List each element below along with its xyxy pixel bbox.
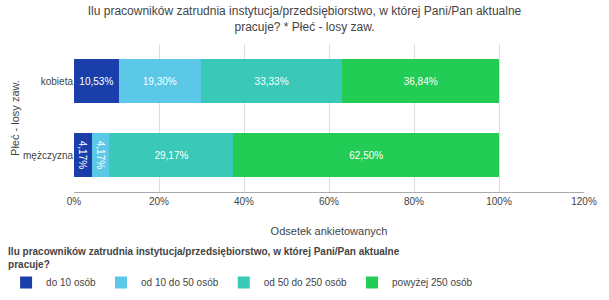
svg-text:Ilu pracowników zatrudnia inst: Ilu pracowników zatrudnia instytucja/prz… (8, 246, 400, 270)
svg-text:120%: 120% (571, 196, 597, 207)
svg-text:80%: 80% (404, 196, 424, 207)
svg-text:40%: 40% (234, 196, 254, 207)
svg-text:20%: 20% (149, 196, 169, 207)
svg-text:36,84%: 36,84% (404, 76, 438, 87)
svg-text:Ilu pracowników zatrudnia inst: Ilu pracowników zatrudnia instytucja/prz… (88, 4, 522, 34)
svg-text:do 10 osób: do 10 osób (46, 277, 96, 288)
svg-text:10,53%: 10,53% (79, 76, 113, 87)
svg-text:60%: 60% (319, 196, 339, 207)
svg-text:powyżej 250 osób: powyżej 250 osób (392, 277, 472, 288)
svg-text:Płeć - losy zaw.: Płeć - losy zaw. (9, 80, 21, 156)
svg-text:Odsetek ankietowanych: Odsetek ankietowanych (271, 225, 388, 237)
svg-text:4,17%: 4,17% (95, 141, 106, 169)
svg-text:od 10 do 50 osób: od 10 do 50 osób (141, 277, 219, 288)
svg-text:62,50%: 62,50% (349, 150, 383, 161)
svg-text:100%: 100% (486, 196, 512, 207)
svg-text:mężczyzna: mężczyzna (23, 150, 73, 161)
svg-text:kobieta: kobieta (41, 76, 74, 87)
svg-text:0%: 0% (67, 196, 82, 207)
svg-text:4,17%: 4,17% (77, 141, 88, 169)
svg-text:29,17%: 29,17% (154, 150, 188, 161)
svg-text:od 50 do 250 osób: od 50 do 250 osób (264, 277, 347, 288)
svg-text:33,33%: 33,33% (255, 76, 289, 87)
svg-text:19,30%: 19,30% (143, 76, 177, 87)
